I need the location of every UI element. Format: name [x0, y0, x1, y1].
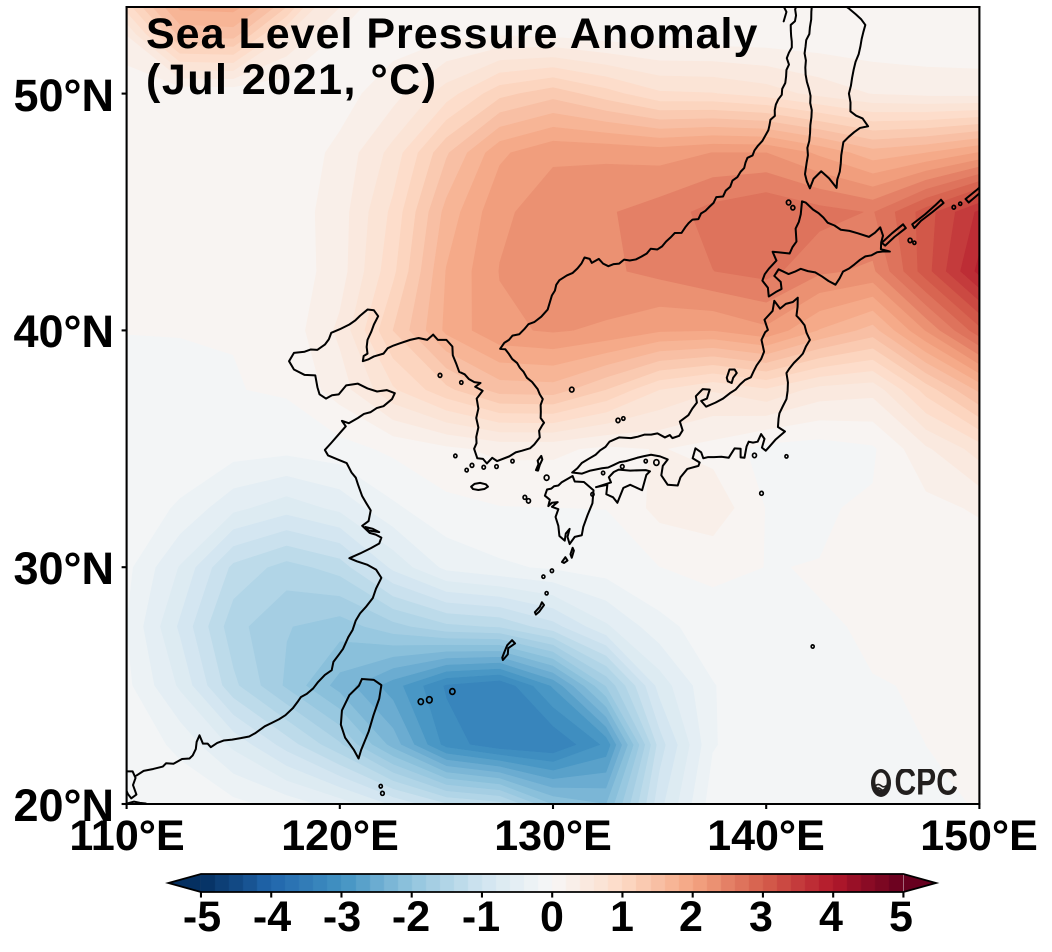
svg-text:CPC: CPC [895, 769, 958, 797]
